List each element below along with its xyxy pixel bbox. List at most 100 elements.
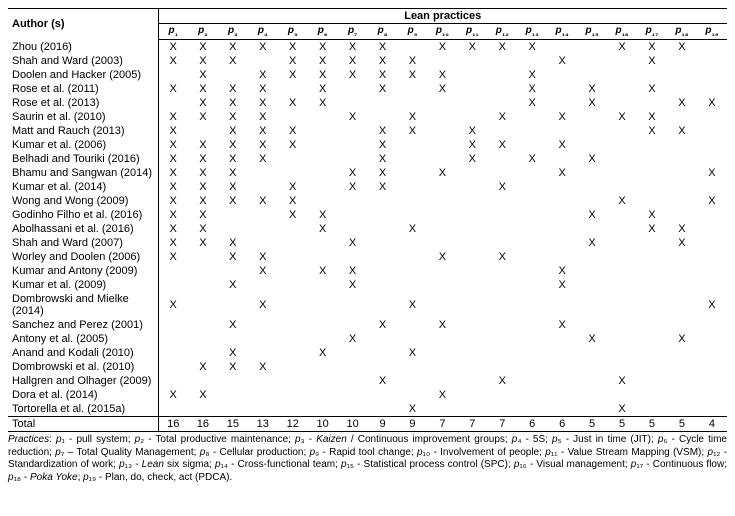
mark-cell xyxy=(577,318,607,332)
total-cell: 7 xyxy=(487,417,517,432)
mark-cell xyxy=(697,278,727,292)
mark-cell xyxy=(577,346,607,360)
mark-cell: X xyxy=(457,138,487,152)
author-cell: Worley and Doolen (2006) xyxy=(8,250,158,264)
total-cell: 9 xyxy=(368,417,398,432)
author-cell: Godinho Filho et al. (2016) xyxy=(8,208,158,222)
mark-cell xyxy=(697,264,727,278)
mark-cell xyxy=(697,152,727,166)
mark-cell xyxy=(607,250,637,264)
mark-cell xyxy=(457,292,487,318)
mark-cell xyxy=(667,82,697,96)
mark-cell xyxy=(218,264,248,278)
mark-cell xyxy=(667,152,697,166)
mark-cell xyxy=(308,360,338,374)
mark-cell xyxy=(248,222,278,236)
mark-cell xyxy=(398,208,428,222)
mark-cell: X xyxy=(188,194,218,208)
mark-cell: X xyxy=(158,208,188,222)
mark-cell xyxy=(487,96,517,110)
mark-cell xyxy=(637,402,667,417)
mark-cell xyxy=(667,374,697,388)
mark-cell xyxy=(517,360,547,374)
mark-cell xyxy=(338,346,368,360)
mark-cell: X xyxy=(577,332,607,346)
mark-cell xyxy=(398,388,428,402)
practices-footnote: Practices: p₁ - pull system; p₂ - Total … xyxy=(8,434,727,484)
mark-cell xyxy=(398,96,428,110)
mark-cell xyxy=(457,208,487,222)
mark-cell xyxy=(427,236,457,250)
mark-cell: X xyxy=(188,208,218,222)
mark-cell: X xyxy=(427,166,457,180)
mark-cell xyxy=(457,166,487,180)
mark-cell xyxy=(427,54,457,68)
mark-cell xyxy=(637,332,667,346)
mark-cell xyxy=(607,166,637,180)
mark-cell xyxy=(577,166,607,180)
mark-cell xyxy=(487,388,517,402)
mark-cell xyxy=(487,402,517,417)
mark-cell: X xyxy=(398,124,428,138)
mark-cell xyxy=(188,124,218,138)
mark-cell: X xyxy=(158,40,188,55)
mark-cell xyxy=(398,318,428,332)
mark-cell: X xyxy=(338,68,368,82)
mark-cell: X xyxy=(188,236,218,250)
mark-cell xyxy=(398,180,428,194)
mark-cell xyxy=(368,264,398,278)
author-cell: Bhamu and Sangwan (2014) xyxy=(8,166,158,180)
mark-cell: X xyxy=(278,180,308,194)
mark-cell xyxy=(667,166,697,180)
mark-cell: X xyxy=(188,222,218,236)
mark-cell: X xyxy=(338,40,368,55)
mark-cell xyxy=(308,194,338,208)
practice-col-p15: p₁₅ xyxy=(577,24,607,40)
mark-cell xyxy=(188,346,218,360)
total-cell: 13 xyxy=(248,417,278,432)
mark-cell xyxy=(398,374,428,388)
total-row: Total16161513121010997776655554 xyxy=(8,417,727,432)
mark-cell xyxy=(697,208,727,222)
mark-cell: X xyxy=(308,222,338,236)
author-cell: Belhadi and Touriki (2016) xyxy=(8,152,158,166)
table-row: Dombrowski et al. (2010)XXX xyxy=(8,360,727,374)
mark-cell xyxy=(607,82,637,96)
mark-cell: X xyxy=(218,318,248,332)
mark-cell: X xyxy=(637,54,667,68)
mark-cell xyxy=(368,208,398,222)
table-row: Doolen and Hacker (2005)XXXXXXXXX xyxy=(8,68,727,82)
mark-cell xyxy=(637,292,667,318)
mark-cell xyxy=(517,346,547,360)
mark-cell xyxy=(607,138,637,152)
mark-cell xyxy=(368,110,398,124)
mark-cell: X xyxy=(368,40,398,55)
author-cell: Zhou (2016) xyxy=(8,40,158,55)
mark-cell xyxy=(248,346,278,360)
mark-cell xyxy=(368,194,398,208)
mark-cell xyxy=(667,110,697,124)
mark-cell: X xyxy=(158,222,188,236)
mark-cell xyxy=(457,264,487,278)
total-cell: 7 xyxy=(457,417,487,432)
mark-cell xyxy=(457,318,487,332)
mark-cell: X xyxy=(218,152,248,166)
table-row: Worley and Doolen (2006)XXXXX xyxy=(8,250,727,264)
mark-cell: X xyxy=(637,222,667,236)
mark-cell: X xyxy=(398,68,428,82)
mark-cell xyxy=(427,278,457,292)
mark-cell xyxy=(637,264,667,278)
mark-cell: X xyxy=(667,222,697,236)
mark-cell xyxy=(637,236,667,250)
mark-cell xyxy=(637,96,667,110)
practice-col-p19: p₁₉ xyxy=(697,24,727,40)
mark-cell: X xyxy=(457,124,487,138)
mark-cell xyxy=(398,138,428,152)
author-cell: Wong and Wong (2009) xyxy=(8,194,158,208)
mark-cell: X xyxy=(308,264,338,278)
mark-cell: X xyxy=(248,194,278,208)
mark-cell xyxy=(308,292,338,318)
mark-cell xyxy=(547,68,577,82)
mark-cell xyxy=(248,278,278,292)
mark-cell xyxy=(607,236,637,250)
